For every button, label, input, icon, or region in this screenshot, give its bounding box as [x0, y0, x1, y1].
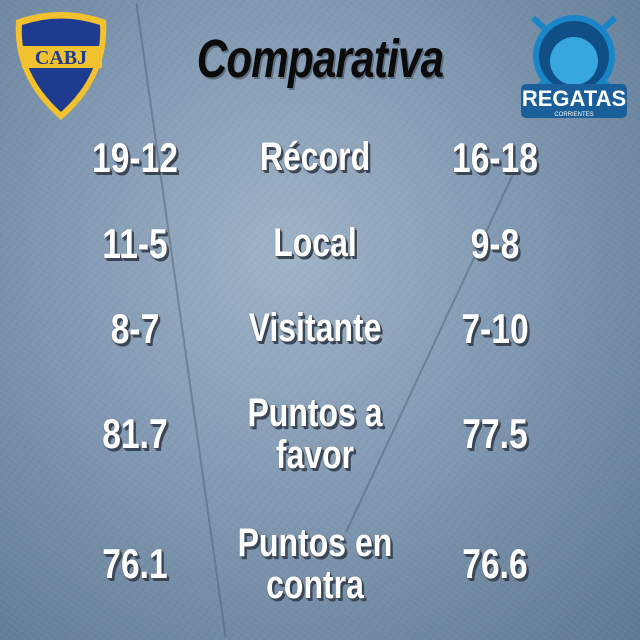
stat-label-line: Puntos en	[237, 521, 393, 565]
away-value: 16-18	[452, 134, 538, 181]
away-value: 76.6	[462, 540, 528, 587]
home-value: 81.7	[102, 410, 168, 457]
home-value: 11-5	[102, 220, 168, 267]
away-value: 77.5	[462, 410, 528, 457]
stat-label: Récord	[259, 135, 371, 179]
stat-label-line: Puntos a	[247, 391, 383, 435]
cabj-logo: CABJ	[15, 12, 107, 120]
stat-label: Puntos en contra	[235, 522, 395, 606]
regatas-logo: REGATAS CORRIENTES	[521, 15, 627, 118]
stat-label-line: favor	[275, 433, 355, 477]
home-value: 76.1	[102, 540, 168, 587]
away-value: 7-10	[461, 305, 529, 352]
away-value: 9-8	[470, 220, 520, 267]
svg-text:REGATAS: REGATAS	[522, 86, 626, 111]
stat-label: Visitante	[248, 306, 382, 350]
home-value: 8-7	[110, 305, 160, 352]
stat-label: Local	[273, 221, 357, 265]
stat-label: Puntos a favor	[235, 392, 395, 476]
stat-label-line: contra	[266, 563, 364, 607]
page-title: Comparativa	[196, 29, 444, 89]
home-value: 19-12	[92, 134, 178, 181]
svg-text:CABJ: CABJ	[35, 47, 87, 69]
svg-text:CORRIENTES: CORRIENTES	[554, 112, 593, 118]
